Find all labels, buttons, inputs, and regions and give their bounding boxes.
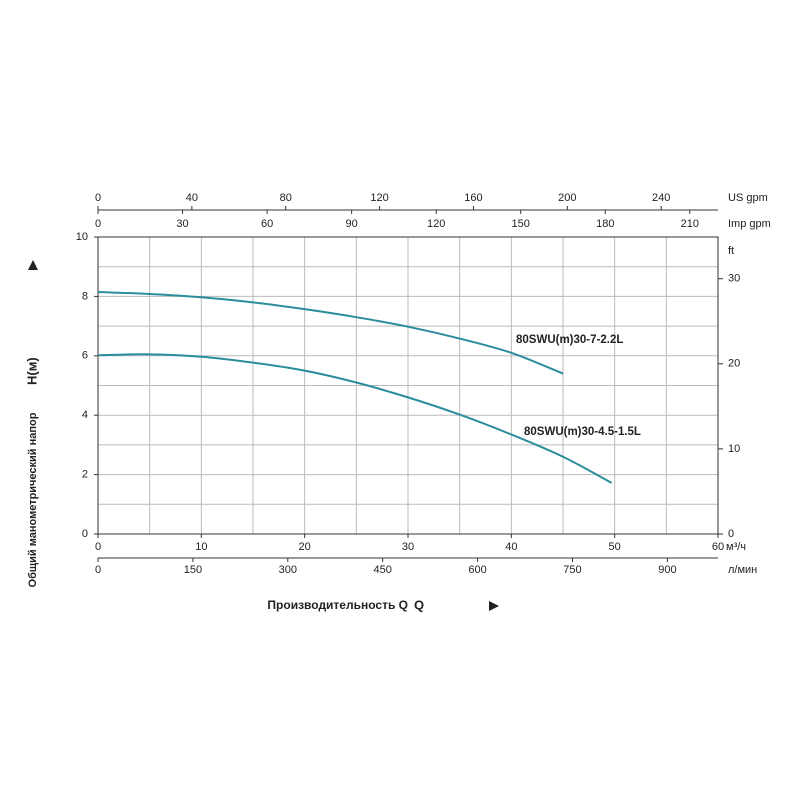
axis-tick-label: 120: [427, 218, 445, 230]
x-unit: м³/ч: [726, 541, 746, 553]
y-tick-label: 4: [82, 409, 88, 421]
axis-unit: Imp gpm: [728, 218, 771, 230]
axis-tick-label: 60: [261, 218, 273, 230]
y2-unit: ft: [728, 245, 734, 257]
axis-tick-label: 160: [464, 192, 482, 204]
curve-label: 80SWU(m)30-7-2.2L: [516, 334, 623, 346]
axis-tick-label: 600: [468, 564, 486, 576]
y2-tick-label: 10: [728, 443, 740, 455]
axis-tick-label: 750: [563, 564, 581, 576]
y-tick-label: 2: [82, 469, 88, 481]
y2-tick-label: 0: [728, 528, 734, 540]
x-arrow: [489, 601, 499, 611]
axis-tick-label: 0: [95, 564, 101, 576]
axis-tick-label: 150: [512, 218, 530, 230]
y2-tick-label: 20: [728, 358, 740, 370]
axis-tick-label: 30: [176, 218, 188, 230]
axis-tick-label: 40: [186, 192, 198, 204]
y-tick-label: 8: [82, 290, 88, 302]
x-unit-q: Q: [414, 597, 424, 612]
axis-tick-label: 180: [596, 218, 614, 230]
axis-tick-label: 120: [370, 192, 388, 204]
axis-tick-label: 200: [558, 192, 576, 204]
axis-tick-label: 80: [280, 192, 292, 204]
y-arrow: [28, 260, 38, 270]
y2-tick-label: 30: [728, 273, 740, 285]
axis-tick-label: 0: [95, 218, 101, 230]
y-tick-label: 6: [82, 350, 88, 362]
x-tick-label: 40: [505, 541, 517, 553]
axis-tick-label: 900: [658, 564, 676, 576]
curve: [97, 353, 613, 484]
x-tick-label: 30: [402, 541, 414, 553]
y-tick-label: 0: [82, 528, 88, 540]
curve-label: 80SWU(m)30-4.5-1.5L: [524, 426, 641, 438]
y-tick-label: 10: [76, 231, 88, 243]
axis-tick-label: 210: [681, 218, 699, 230]
axis-unit: US gpm: [728, 192, 768, 204]
y-axis-label: Общий манометрический напор: [27, 412, 39, 587]
axis-tick-label: 450: [374, 564, 392, 576]
axis-tick-label: 0: [95, 192, 101, 204]
axis-unit: л/мин: [728, 564, 757, 576]
x-tick-label: 20: [299, 541, 311, 553]
axis-tick-label: 240: [652, 192, 670, 204]
curve: [97, 290, 564, 375]
axis-tick-label: 90: [346, 218, 358, 230]
axis-tick-label: 150: [184, 564, 202, 576]
y-label-group: Общий манометрический напор H(м): [24, 260, 39, 587]
x-axis-label: Производительность Q: [267, 598, 408, 612]
x-tick-label: 10: [195, 541, 207, 553]
x-tick-label: 50: [609, 541, 621, 553]
x-tick-label: 60: [712, 541, 724, 553]
x-tick-label: 0: [95, 541, 101, 553]
axis-tick-label: 300: [279, 564, 297, 576]
y-unit: H(м): [24, 357, 39, 385]
